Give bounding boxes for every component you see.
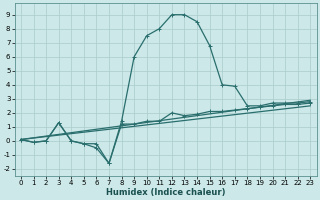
X-axis label: Humidex (Indice chaleur): Humidex (Indice chaleur) <box>106 188 225 197</box>
